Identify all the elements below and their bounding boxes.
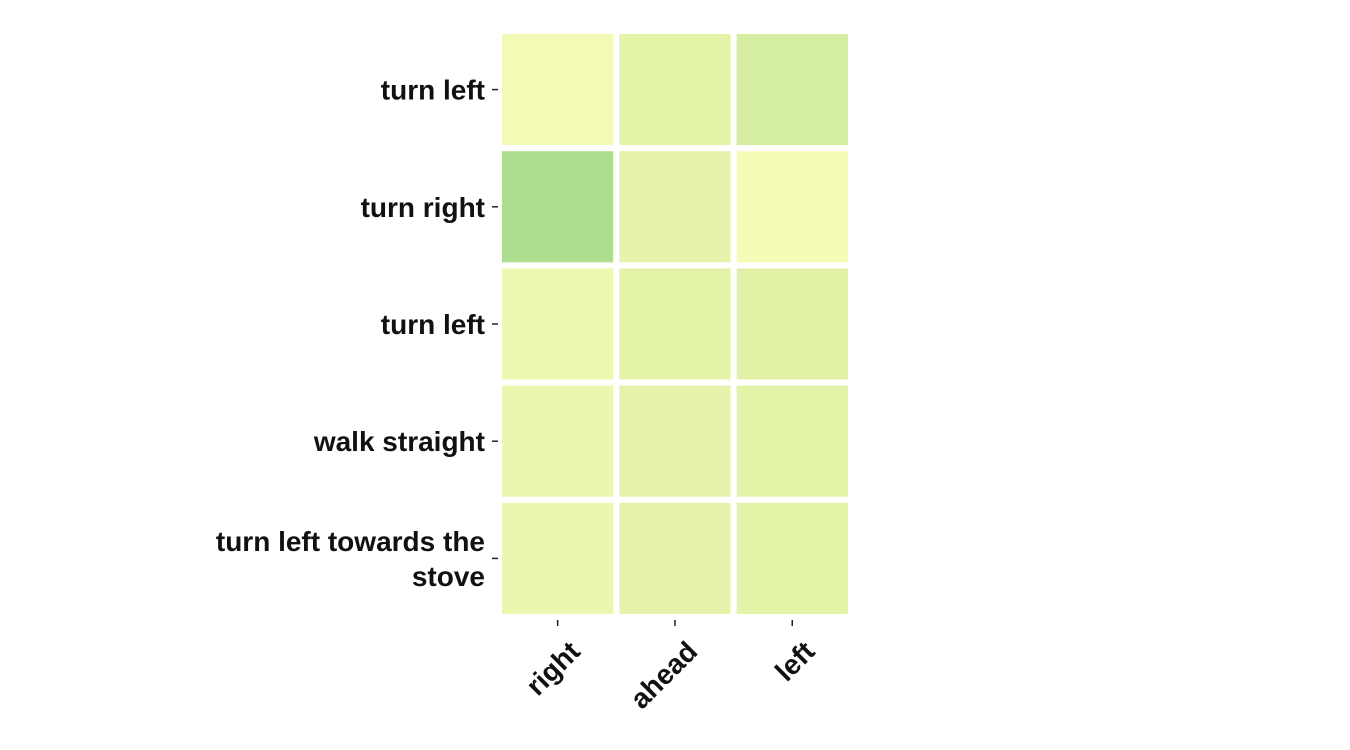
heatmap-cells — [496, 28, 854, 620]
x-tick-label-0: right — [520, 635, 586, 701]
x-tick-label-1: ahead — [624, 635, 703, 714]
heatmap-cell-r2-c2 — [730, 262, 854, 386]
x-axis: right ahead left — [520, 620, 821, 715]
heatmap-cell-r3-c1 — [613, 379, 737, 503]
heatmap-cell-r2-c1 — [613, 262, 737, 386]
y-tick-label-1-line-0: turn right — [361, 192, 485, 223]
y-tick-label-0: turn left — [381, 75, 485, 106]
y-tick-label-4: turn left towards the stove — [216, 526, 485, 592]
y-axis: turn left turn right turn left walk straigh… — [216, 75, 498, 592]
heatmap-cell-r2-c0 — [496, 262, 620, 386]
heatmap-cell-r0-c0 — [496, 28, 620, 152]
y-tick-label-1: turn right — [361, 192, 485, 223]
y-tick-label-4-line-1: stove — [412, 561, 485, 592]
heatmap-cell-r1-c0 — [496, 145, 620, 269]
heatmap-cell-r0-c2 — [730, 28, 854, 152]
y-tick-label-2-line-0: turn left — [381, 309, 485, 340]
y-tick-label-4-line-0: turn left towards the — [216, 526, 485, 557]
heatmap-cell-r1-c2 — [730, 145, 854, 269]
heatmap-cell-r3-c2 — [730, 379, 854, 503]
y-tick-label-2: turn left — [381, 309, 485, 340]
heatmap-cell-r4-c2 — [730, 496, 854, 620]
heatmap-cell-r3-c0 — [496, 379, 620, 503]
y-tick-label-3: walk straight — [313, 426, 485, 457]
heatmap-cell-r1-c1 — [613, 145, 737, 269]
y-tick-label-0-line-0: turn left — [381, 75, 485, 106]
y-tick-label-3-line-0: walk straight — [313, 426, 485, 457]
heatmap-cell-r0-c1 — [613, 28, 737, 152]
heatmap-cell-r4-c1 — [613, 496, 737, 620]
heatmap-cell-r4-c0 — [496, 496, 620, 620]
x-tick-label-2: left — [769, 635, 821, 687]
